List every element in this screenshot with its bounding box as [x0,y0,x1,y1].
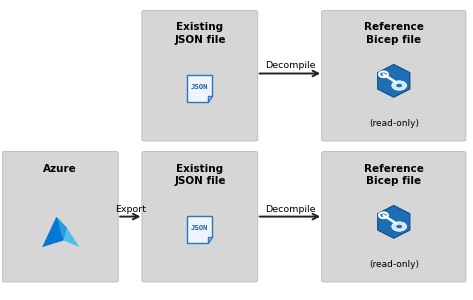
Text: Export: Export [115,205,146,214]
FancyBboxPatch shape [322,11,466,141]
Text: Reference
Bicep file: Reference Bicep file [364,22,424,45]
Circle shape [394,226,396,227]
Circle shape [401,229,403,230]
Circle shape [401,223,403,225]
Circle shape [401,82,403,84]
Circle shape [392,222,407,231]
Circle shape [396,224,403,229]
Circle shape [394,82,397,84]
FancyBboxPatch shape [142,11,258,141]
Circle shape [403,226,405,227]
Text: JSON: JSON [191,225,209,231]
FancyBboxPatch shape [322,152,466,282]
Polygon shape [377,64,410,97]
Text: Azure: Azure [44,164,77,173]
Text: Decompile: Decompile [265,205,315,214]
Polygon shape [208,96,212,102]
Circle shape [398,230,401,231]
Circle shape [398,81,401,82]
Text: Existing
JSON file: Existing JSON file [174,22,226,45]
Text: Reference
Bicep file: Reference Bicep file [364,164,424,186]
Polygon shape [377,206,410,238]
Text: (read-only): (read-only) [369,119,419,128]
Circle shape [396,83,403,88]
Circle shape [392,81,407,90]
Polygon shape [208,237,212,243]
Text: Decompile: Decompile [265,61,315,70]
Text: (read-only): (read-only) [369,260,419,269]
Text: Existing
JSON file: Existing JSON file [174,164,226,186]
Polygon shape [187,216,212,243]
Circle shape [394,85,396,86]
Circle shape [398,222,401,224]
Circle shape [394,223,397,225]
Circle shape [398,89,401,90]
Circle shape [401,88,403,89]
Polygon shape [63,228,79,247]
Polygon shape [187,75,212,102]
FancyBboxPatch shape [2,152,118,282]
FancyBboxPatch shape [142,152,258,282]
Polygon shape [42,217,67,247]
Polygon shape [57,217,67,241]
Text: JSON: JSON [191,84,209,90]
Circle shape [394,88,397,89]
Circle shape [394,229,397,230]
Circle shape [403,85,405,86]
